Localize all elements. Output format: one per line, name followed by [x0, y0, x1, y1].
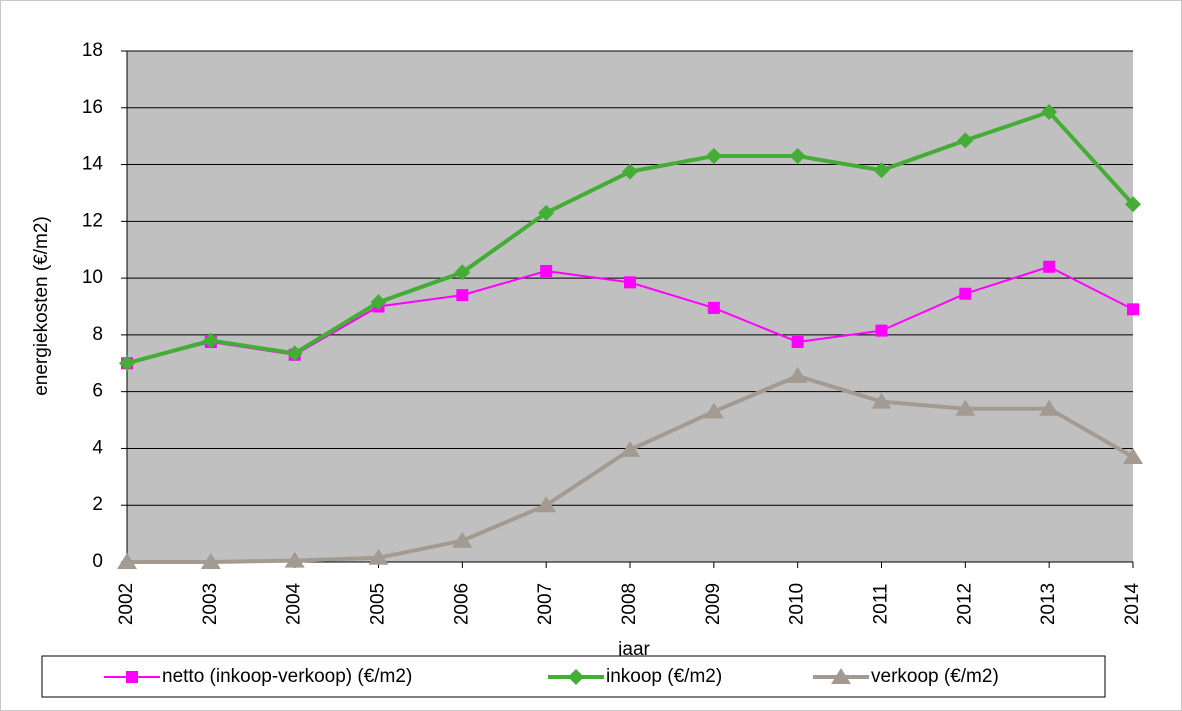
data-point [1039, 399, 1060, 416]
data-point [202, 332, 219, 349]
y-tick-label: 6 [92, 381, 103, 402]
y-tick-label: 12 [82, 210, 103, 231]
legend-marker [126, 671, 138, 683]
x-tick-label: 2008 [619, 583, 640, 625]
data-point [873, 162, 890, 179]
y-tick-label: 8 [92, 324, 103, 345]
y-tick-label: 18 [82, 40, 103, 61]
y-tick-label: 0 [92, 551, 103, 572]
data-point [368, 548, 389, 565]
x-tick-label: 2002 [116, 583, 137, 625]
x-axis-label: jaar [617, 639, 650, 660]
data-point [875, 324, 888, 337]
legend-label: verkoop (€/m2) [871, 666, 999, 687]
y-tick-label: 14 [82, 154, 104, 175]
data-point [456, 289, 469, 302]
data-point [957, 132, 974, 149]
x-tick-label: 2004 [284, 582, 305, 625]
legend-label: inkoop (€/m2) [606, 666, 722, 687]
data-point [1123, 447, 1143, 464]
x-tick-label: 2006 [451, 583, 472, 625]
x-tick-label: 2010 [787, 583, 808, 625]
x-tick-label: 2014 [1122, 582, 1143, 625]
data-point [119, 355, 135, 372]
y-tick-label: 16 [82, 97, 103, 118]
y-tick-label: 2 [92, 494, 103, 515]
data-point [789, 148, 806, 165]
data-point [871, 392, 892, 409]
x-tick-label: 2003 [200, 583, 221, 625]
legend-label: netto (inkoop-verkoop) (€/m2) [162, 666, 412, 687]
data-point [1127, 303, 1139, 316]
data-point [707, 301, 720, 314]
data-point [955, 399, 976, 416]
x-tick-label: 2011 [871, 584, 892, 625]
data-point [620, 440, 640, 457]
data-point [624, 276, 636, 289]
data-point [536, 496, 557, 513]
legend-marker [568, 669, 584, 685]
data-point [538, 204, 555, 221]
data-point [1043, 260, 1056, 273]
y-tick-label: 4 [92, 437, 103, 458]
data-point [370, 294, 387, 311]
data-point [540, 265, 553, 278]
data-point [117, 553, 137, 569]
y-tick-label: 10 [82, 267, 103, 288]
data-point [959, 287, 972, 300]
data-point [622, 163, 638, 180]
data-point [705, 148, 722, 165]
x-tick-label: 2013 [1038, 583, 1059, 625]
legend-box [41, 655, 1106, 698]
x-tick-label: 2009 [703, 583, 724, 625]
data-point [200, 553, 221, 569]
data-point [1041, 104, 1058, 121]
y-axis-label: energiekosten (€/m2) [31, 216, 52, 396]
data-point [787, 367, 808, 384]
data-point [284, 551, 305, 568]
x-tick-label: 2005 [368, 583, 389, 625]
legend-marker [831, 668, 851, 684]
data-point [703, 402, 724, 419]
data-point [1125, 196, 1141, 213]
x-tick-label: 2012 [954, 583, 975, 625]
data-point [791, 335, 804, 348]
plot-area [127, 51, 1133, 562]
data-point [452, 531, 473, 548]
x-tick-label: 2007 [535, 583, 556, 625]
data-point [454, 264, 471, 281]
data-point [286, 345, 303, 362]
